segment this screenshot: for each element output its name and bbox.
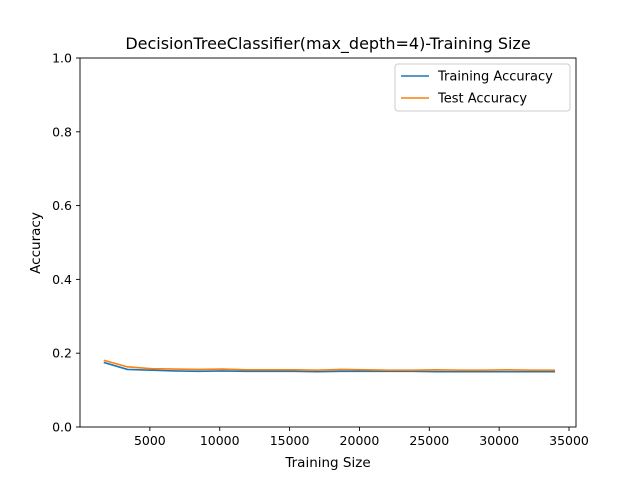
- legend-label-0: Training Accuracy: [437, 70, 553, 85]
- x-tick-label: 15000: [270, 433, 310, 448]
- y-axis-label: Accuracy: [28, 212, 44, 274]
- axes: 5000 10000 15000 20000 25000 30000 35000 0.0 0.2…: [52, 51, 589, 449]
- chart-title: DecisionTreeClassifier(max_depth=4)-Trai…: [125, 34, 530, 54]
- x-tick-label: 5000: [134, 433, 166, 448]
- x-tick-label: 25000: [409, 433, 449, 448]
- y-tick-label: 1.0: [52, 51, 72, 66]
- legend: Training Accuracy Test Accuracy: [394, 63, 571, 112]
- legend-label-1: Test Accuracy: [437, 92, 527, 107]
- x-axis-label: Training Size: [284, 455, 370, 471]
- axes-frame: [79, 57, 577, 428]
- series-line-1: [103, 359, 556, 371]
- legend-box: [394, 63, 571, 112]
- y-tick-label: 0.6: [52, 198, 72, 213]
- y-tick-label: 0.4: [52, 272, 72, 287]
- y-tick-label: 0.0: [52, 420, 72, 435]
- y-tick-label: 0.8: [52, 124, 72, 139]
- plot-area: [103, 359, 556, 373]
- x-tick-label: 35000: [549, 433, 589, 448]
- y-tick-label: 0.2: [52, 346, 72, 361]
- series-line-0: [103, 361, 556, 373]
- x-tick-label: 30000: [479, 433, 519, 448]
- x-tick-label: 20000: [340, 433, 380, 448]
- x-tick-label: 10000: [200, 433, 240, 448]
